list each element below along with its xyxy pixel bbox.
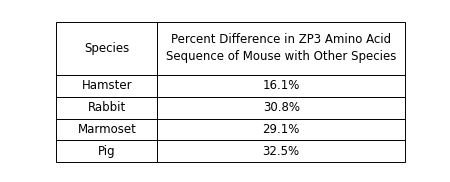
- Bar: [158, 97, 405, 118]
- Bar: [56, 22, 158, 75]
- Text: Pig: Pig: [98, 145, 116, 158]
- Text: 16.1%: 16.1%: [262, 80, 300, 92]
- Text: Percent Difference in ZP3 Amino Acid
Sequence of Mouse with Other Species: Percent Difference in ZP3 Amino Acid Seq…: [166, 33, 396, 64]
- Bar: [56, 97, 158, 118]
- Text: Hamster: Hamster: [81, 80, 132, 92]
- Bar: [56, 140, 158, 162]
- Bar: [56, 118, 158, 140]
- Text: Marmoset: Marmoset: [77, 123, 136, 136]
- Text: Rabbit: Rabbit: [88, 101, 126, 114]
- Text: 32.5%: 32.5%: [263, 145, 300, 158]
- Bar: [56, 75, 158, 97]
- Text: Species: Species: [84, 42, 130, 55]
- Bar: [158, 75, 405, 97]
- Bar: [158, 118, 405, 140]
- Text: 30.8%: 30.8%: [263, 101, 300, 114]
- Bar: [158, 22, 405, 75]
- Text: 29.1%: 29.1%: [262, 123, 300, 136]
- Bar: [158, 140, 405, 162]
